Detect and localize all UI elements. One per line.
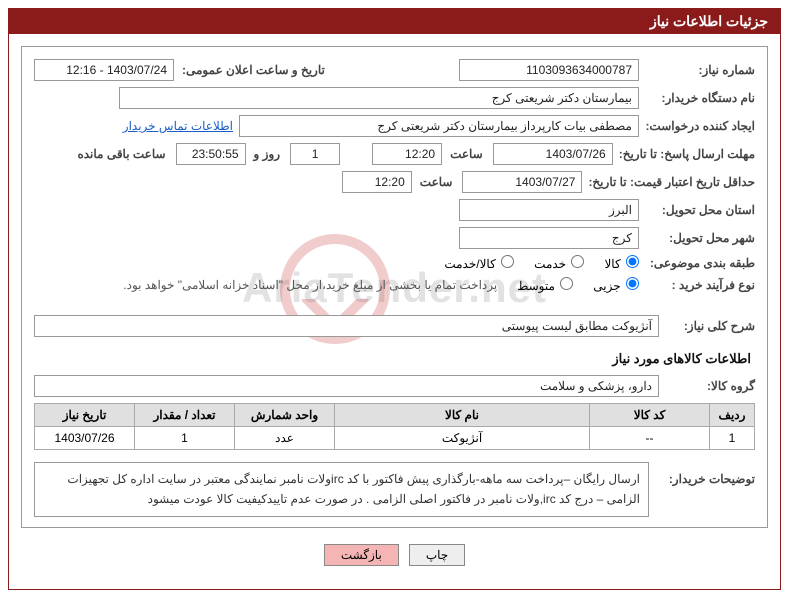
notes-label: توضیحات خریدار: (655, 458, 755, 486)
days-sep-label: روز و (254, 147, 281, 161)
cell-date: 1403/07/26 (35, 427, 135, 450)
radio-goods[interactable]: کالا (604, 255, 639, 271)
validity-label: حداقل تاریخ اعتبار قیمت: تا تاریخ: (588, 175, 755, 189)
deadline-label: مهلت ارسال پاسخ: تا تاریخ: (619, 147, 755, 161)
cell-unit: عدد (235, 427, 335, 450)
deadline-time: 12:20 (372, 143, 442, 165)
validity-time: 12:20 (342, 171, 412, 193)
cell-name: آنژیوکت (335, 427, 590, 450)
province-label: استان محل تحویل: (645, 203, 755, 217)
table-row: 1 -- آنژیوکت عدد 1 1403/07/26 (35, 427, 755, 450)
need-number-label: شماره نیاز: (645, 63, 755, 77)
city-value: کرج (459, 227, 639, 249)
need-number-value: 1103093634000787 (459, 59, 639, 81)
announce-label: تاریخ و ساعت اعلان عمومی: (182, 63, 325, 77)
radio-medium[interactable]: متوسط (517, 277, 573, 293)
requester-label: ایجاد کننده درخواست: (645, 119, 755, 133)
items-heading: اطلاعات کالاهای مورد نیاز (38, 351, 751, 367)
back-button[interactable]: بازگشت (324, 544, 399, 566)
buyer-notes: ارسال رایگان –پرداخت سه ماهه-بارگذاری پی… (34, 462, 649, 517)
remaining-label: ساعت باقی مانده (77, 147, 165, 161)
cell-qty: 1 (135, 427, 235, 450)
deadline-date: 1403/07/26 (493, 143, 613, 165)
print-button[interactable]: چاپ (409, 544, 465, 566)
th-qty: تعداد / مقدار (135, 404, 235, 427)
summary-title-label: شرح کلی نیاز: (665, 319, 755, 333)
cell-code: -- (590, 427, 710, 450)
page-title: جزئیات اطلاعات نیاز (9, 9, 780, 34)
province-value: البرز (459, 199, 639, 221)
radio-both[interactable]: کالا/خدمت (444, 255, 514, 271)
category-label: طبقه بندی موضوعی: (645, 256, 755, 270)
radio-partial[interactable]: جزیی (593, 277, 639, 293)
summary-title-value: آنژیوکت مطابق لیست پیوستی (34, 315, 659, 337)
th-row: ردیف (710, 404, 755, 427)
th-unit: واحد شمارش (235, 404, 335, 427)
validity-date: 1403/07/27 (462, 171, 582, 193)
city-label: شهر محل تحویل: (645, 231, 755, 245)
buyer-org-label: نام دستگاه خریدار: (645, 91, 755, 105)
time-remaining: 23:50:55 (176, 143, 246, 165)
items-table: ردیف کد کالا نام کالا واحد شمارش تعداد /… (34, 403, 755, 450)
th-date: تاریخ نیاز (35, 404, 135, 427)
requester-value: مصطفی بیات کارپرداز بیمارستان دکتر شریعت… (239, 115, 639, 137)
cell-row: 1 (710, 427, 755, 450)
group-value: دارو، پزشکی و سلامت (34, 375, 659, 397)
payment-note: پرداخت تمام یا بخشی از مبلغ خرید،از محل … (123, 278, 497, 292)
days-remaining: 1 (290, 143, 340, 165)
th-name: نام کالا (335, 404, 590, 427)
group-label: گروه کالا: (665, 379, 755, 393)
announce-value: 1403/07/24 - 12:16 (34, 59, 174, 81)
buyer-contact-link[interactable]: اطلاعات تماس خریدار (123, 119, 233, 133)
time-label-1: ساعت (450, 147, 483, 161)
radio-service[interactable]: خدمت (534, 255, 584, 271)
time-label-2: ساعت (420, 175, 453, 189)
buyer-org-value: بیمارستان دکتر شریعتی کرج (119, 87, 639, 109)
th-code: کد کالا (590, 404, 710, 427)
process-label: نوع فرآیند خرید : (645, 278, 755, 292)
